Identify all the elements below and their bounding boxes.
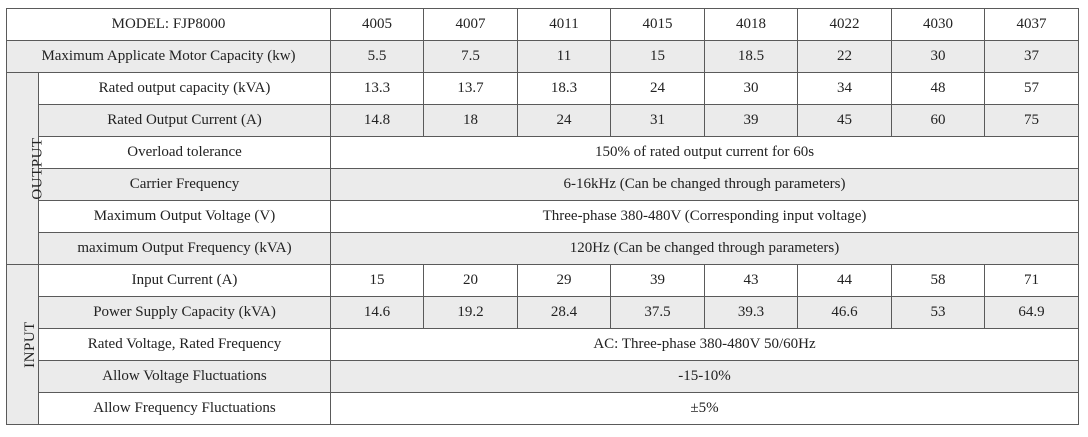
value-cell: 37 (984, 40, 1079, 73)
merged-value-cell: 150% of rated output current for 60s (330, 136, 1079, 169)
model-cell: 4007 (423, 8, 518, 41)
output-label-text: OUTPUT (29, 137, 46, 200)
row-label: Rated output capacity (kVA) (38, 72, 331, 105)
value-cell: 44 (797, 264, 892, 297)
row-label: Rated Output Current (A) (38, 104, 331, 137)
value-cell: 20 (423, 264, 518, 297)
value-cell: 18.5 (704, 40, 798, 73)
carrier-frequency-row: Carrier Frequency 6-16kHz (Can be change… (7, 168, 1079, 201)
value-cell: 64.9 (984, 296, 1079, 329)
value-cell: 45 (797, 104, 892, 137)
rated-output-current-row: Rated Output Current (A) 14.8 18 24 31 3… (7, 104, 1079, 137)
value-cell: 30 (704, 72, 798, 105)
merged-value-cell: ±5% (330, 392, 1079, 425)
value-cell: 39.3 (704, 296, 798, 329)
row-label: Input Current (A) (38, 264, 331, 297)
input-group-label: INPUT (6, 264, 39, 425)
row-label: Carrier Frequency (38, 168, 331, 201)
value-cell: 53 (891, 296, 985, 329)
value-cell: 60 (891, 104, 985, 137)
value-cell: 48 (891, 72, 985, 105)
model-label: MODEL: FJP8000 (6, 8, 331, 41)
row-label: maximum Output Frequency (kVA) (38, 232, 331, 265)
value-cell: 5.5 (330, 40, 424, 73)
rated-output-capacity-row: OUTPUT Rated output capacity (kVA) 13.3 … (6, 72, 1079, 265)
max-output-frequency-row: maximum Output Frequency (kVA) 120Hz (Ca… (7, 232, 1079, 265)
value-cell: 39 (704, 104, 798, 137)
row-label: Maximum Applicate Motor Capacity (kw) (6, 40, 331, 73)
value-cell: 29 (517, 264, 611, 297)
value-cell: 43 (704, 264, 798, 297)
value-cell: 39 (610, 264, 705, 297)
motor-capacity-row: Maximum Applicate Motor Capacity (kw) 5.… (6, 40, 1079, 73)
model-cell: 4018 (704, 8, 798, 41)
value-cell: 58 (891, 264, 985, 297)
merged-value-cell: 6-16kHz (Can be changed through paramete… (330, 168, 1079, 201)
value-cell: 14.8 (330, 104, 424, 137)
value-cell: 24 (517, 104, 611, 137)
model-cell: 4022 (797, 8, 892, 41)
power-supply-capacity-row: Power Supply Capacity (kVA) 14.6 19.2 28… (7, 296, 1079, 329)
value-cell: 15 (610, 40, 705, 73)
merged-value-cell: -15-10% (330, 360, 1079, 393)
value-cell: 11 (517, 40, 611, 73)
value-cell: 7.5 (423, 40, 518, 73)
rated-voltage-row: Rated Voltage, Rated Frequency AC: Three… (7, 328, 1079, 361)
row-label: Power Supply Capacity (kVA) (38, 296, 331, 329)
input-label-text: INPUT (21, 321, 38, 368)
value-cell: 75 (984, 104, 1079, 137)
value-cell: 13.3 (330, 72, 424, 105)
model-cell: 4011 (517, 8, 611, 41)
row-label: Rated Voltage, Rated Frequency (38, 328, 331, 361)
frequency-fluctuation-row: Allow Frequency Fluctuations ±5% (7, 392, 1079, 425)
row-label: Maximum Output Voltage (V) (38, 200, 331, 233)
value-cell: 37.5 (610, 296, 705, 329)
value-cell: 19.2 (423, 296, 518, 329)
merged-value-cell: Three-phase 380-480V (Corresponding inpu… (330, 200, 1079, 233)
input-current-row: INPUT Input Current (A) 15 20 29 39 43 4… (6, 264, 1079, 425)
value-cell: 22 (797, 40, 892, 73)
model-cell: 4030 (891, 8, 985, 41)
merged-value-cell: 120Hz (Can be changed through parameters… (330, 232, 1079, 265)
value-cell: 18.3 (517, 72, 611, 105)
value-cell: 57 (984, 72, 1079, 105)
value-cell: 14.6 (330, 296, 424, 329)
spec-table: MODEL: FJP8000 4005 4007 4011 4015 4018 … (6, 8, 1079, 425)
value-cell: 24 (610, 72, 705, 105)
value-cell: 34 (797, 72, 892, 105)
model-cell: 4005 (330, 8, 424, 41)
row-label: Allow Frequency Fluctuations (38, 392, 331, 425)
merged-value-cell: AC: Three-phase 380-480V 50/60Hz (330, 328, 1079, 361)
voltage-fluctuation-row: Allow Voltage Fluctuations -15-10% (7, 360, 1079, 393)
header-row: MODEL: FJP8000 4005 4007 4011 4015 4018 … (6, 8, 1079, 41)
row-label: Allow Voltage Fluctuations (38, 360, 331, 393)
model-cell: 4037 (984, 8, 1079, 41)
overload-tolerance-row: Overload tolerance 150% of rated output … (7, 136, 1079, 169)
value-cell: 28.4 (517, 296, 611, 329)
value-cell: 46.6 (797, 296, 892, 329)
output-group-label: OUTPUT (6, 72, 46, 265)
max-output-voltage-row: Maximum Output Voltage (V) Three-phase 3… (7, 200, 1079, 233)
row-label: Overload tolerance (38, 136, 331, 169)
value-cell: 15 (330, 264, 424, 297)
value-cell: 18 (423, 104, 518, 137)
value-cell: 71 (984, 264, 1079, 297)
value-cell: 30 (891, 40, 985, 73)
value-cell: 13.7 (423, 72, 518, 105)
value-cell: 31 (610, 104, 705, 137)
model-cell: 4015 (610, 8, 705, 41)
